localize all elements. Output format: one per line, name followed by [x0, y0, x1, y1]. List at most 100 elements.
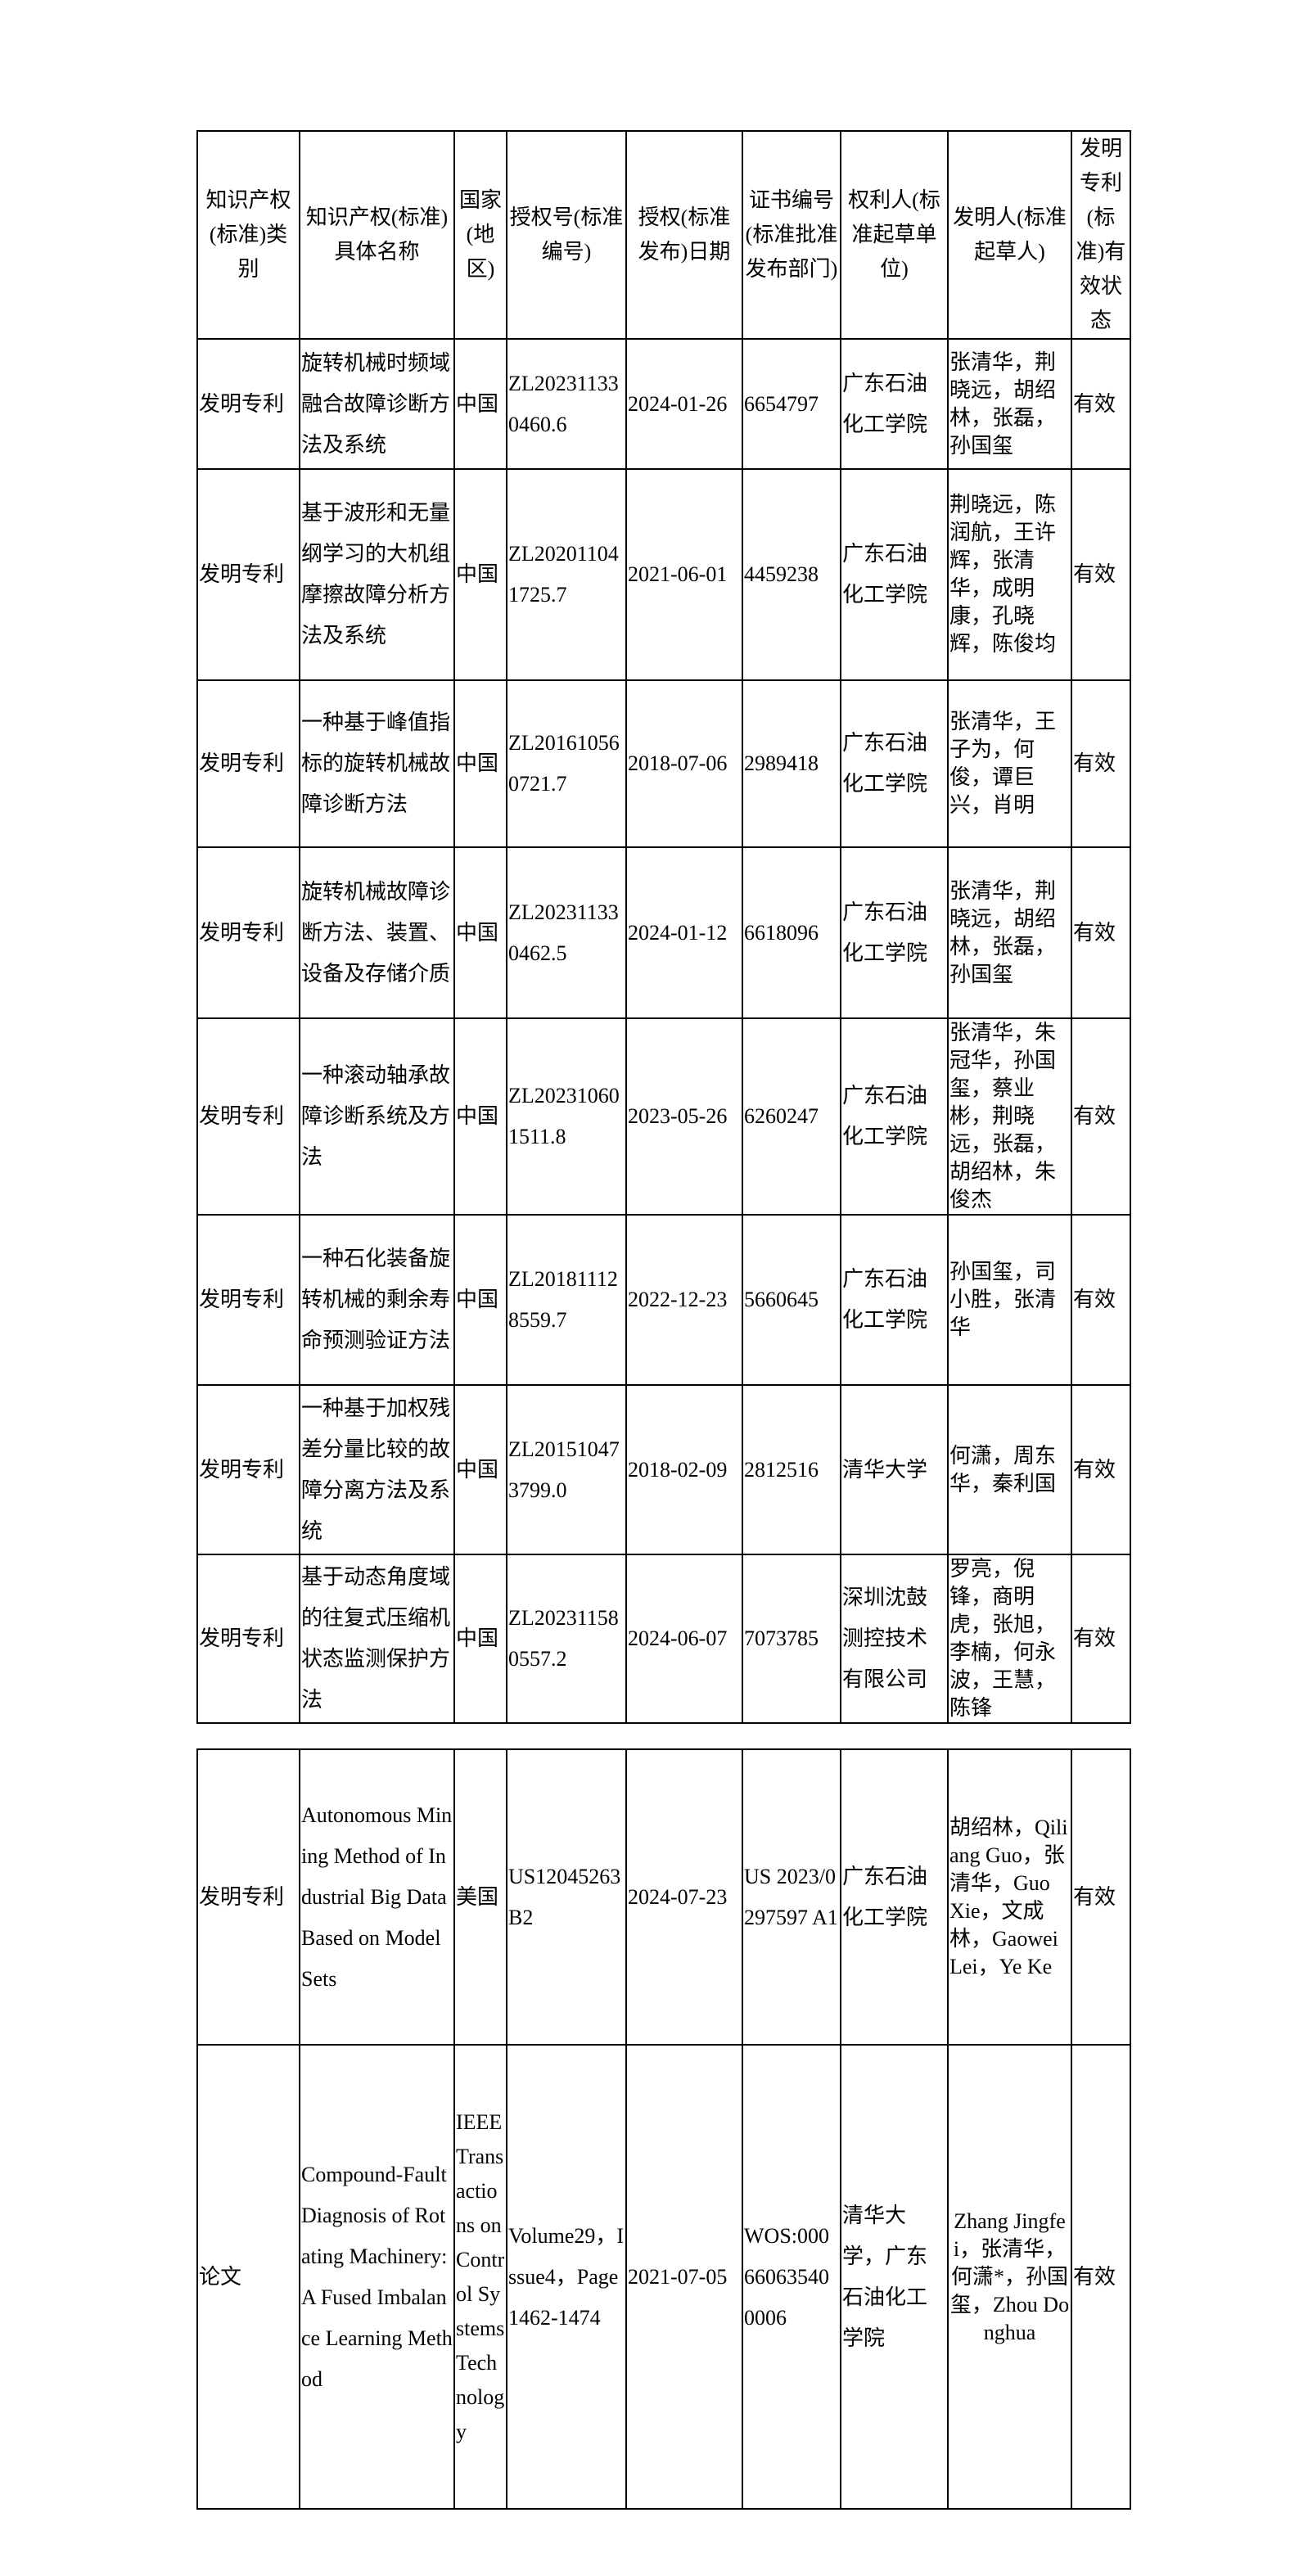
- cell-category: 论文: [196, 2044, 300, 2510]
- cell-inventors: 胡绍林，Qiliang Guo，张清华，Guo Xie，文成林，Gaowei L…: [947, 1748, 1072, 2046]
- cell-grant-number: ZL201510473799.0: [506, 1384, 627, 1555]
- table-row: 发明专利 旋转机械故障诊断方法、装置、设备及存储介质 中国 ZL20231133046…: [196, 846, 1131, 1019]
- header-certificate-number: 证书编号(标准批准发布部门): [742, 130, 841, 340]
- cell-grant-date: 2018-02-09: [625, 1384, 743, 1555]
- table-row: 发明专利 基于波形和无量纲学习的大机组摩擦故障分析方法及系统 中国 ZL2020110…: [196, 468, 1131, 681]
- cell-grant-date: 2021-07-05: [625, 2044, 743, 2510]
- cell-category: 发明专利: [196, 679, 300, 848]
- cell-category: 发明专利: [196, 1748, 300, 2046]
- cell-inventors: 罗亮，倪锋，商明虎，张旭，李楠，何永波，王慧，陈锋: [947, 1554, 1072, 1724]
- table-header-row: 知识产权(标准)类别 知识产权(标准)具体名称 国家(地区) 授权号(标准编号) 授权(…: [196, 130, 1131, 340]
- cell-owner: 清华大学，广东石油化工学院: [840, 2044, 949, 2510]
- cell-grant-number: ZL201610560721.7: [506, 679, 627, 848]
- cell-category: 发明专利: [196, 468, 300, 681]
- table-row: 发明专利 一种滚动轴承故障诊断系统及方法 中国 ZL202310601511.8 202…: [196, 1017, 1131, 1216]
- cell-inventors: 张清华，朱冠华，孙国玺，蔡业彬，荆晓远，张磊，胡绍林，朱俊杰: [947, 1017, 1072, 1216]
- cell-certificate-number: 5660645: [742, 1214, 841, 1386]
- cell-owner: 广东石油化工学院: [840, 1017, 949, 1216]
- header-grant-date: 授权(标准发布)日期: [625, 130, 743, 340]
- cell-grant-date: 2022-12-23: [625, 1214, 743, 1386]
- cell-name: 一种滚动轴承故障诊断系统及方法: [299, 1017, 455, 1216]
- cell-certificate-number: 2989418: [742, 679, 841, 848]
- cell-inventors: 荆晓远，陈润航，王许辉，张清华，成明康，孔晓辉，陈俊均: [947, 468, 1072, 681]
- cell-status: 有效: [1071, 1017, 1131, 1216]
- cell-status: 有效: [1071, 1384, 1131, 1555]
- cell-grant-date: 2021-06-01: [625, 468, 743, 681]
- cell-country: 中国: [453, 846, 507, 1019]
- header-inventors: 发明人(标准起草人): [947, 130, 1072, 340]
- cell-certificate-number: 7073785: [742, 1554, 841, 1724]
- cell-name: Compound-Fault Diagnosis of Rotating Mac…: [299, 2044, 455, 2510]
- cell-grant-number: ZL202311330460.6: [506, 338, 627, 470]
- cell-certificate-number: 4459238: [742, 468, 841, 681]
- cell-grant-number: ZL202311330462.5: [506, 846, 627, 1019]
- cell-category: 发明专利: [196, 1554, 300, 1724]
- cell-inventors: 张清华，荆晓远，胡绍林，张磊，孙国玺: [947, 338, 1072, 470]
- cell-owner: 广东石油化工学院: [840, 1214, 949, 1386]
- cell-country: 美国: [453, 1748, 507, 2046]
- cell-owner: 清华大学: [840, 1384, 949, 1555]
- cell-name: Autonomous Mining Method of Industrial B…: [299, 1748, 455, 2046]
- table-row: 发明专利 Autonomous Mining Method of Industri…: [196, 1748, 1131, 2046]
- cell-name: 旋转机械故障诊断方法、装置、设备及存储介质: [299, 846, 455, 1019]
- cell-grant-date: 2024-06-07: [625, 1554, 743, 1724]
- cell-grant-number: ZL202011041725.7: [506, 468, 627, 681]
- cell-certificate-number: 6260247: [742, 1017, 841, 1216]
- cell-owner: 广东石油化工学院: [840, 338, 949, 470]
- cell-status: 有效: [1071, 1748, 1131, 2046]
- table-row: 发明专利 旋转机械时频域融合故障诊断方法及系统 中国 ZL202311330460.6…: [196, 338, 1131, 470]
- cell-certificate-number: US 2023/0297597 A1: [742, 1748, 841, 2046]
- cell-country: 中国: [453, 1384, 507, 1555]
- cell-status: 有效: [1071, 468, 1131, 681]
- cell-name: 基于动态角度域的往复式压缩机状态监测保护方法: [299, 1554, 455, 1724]
- cell-category: 发明专利: [196, 846, 300, 1019]
- cell-country: 中国: [453, 468, 507, 681]
- cell-country: 中国: [453, 1017, 507, 1216]
- cell-grant-number: US12045263B2: [506, 1748, 627, 2046]
- cell-grant-date: 2024-07-23: [625, 1748, 743, 2046]
- cell-name: 一种基于峰值指标的旋转机械故障诊断方法: [299, 679, 455, 848]
- cell-certificate-number: 2812516: [742, 1384, 841, 1555]
- cell-category: 发明专利: [196, 1214, 300, 1386]
- cell-grant-date: 2023-05-26: [625, 1017, 743, 1216]
- cell-status: 有效: [1071, 846, 1131, 1019]
- cell-category: 发明专利: [196, 1017, 300, 1216]
- cell-grant-date: 2018-07-06: [625, 679, 743, 848]
- cell-category: 发明专利: [196, 1384, 300, 1555]
- cell-grant-date: 2024-01-26: [625, 338, 743, 470]
- table-row: 论文 Compound-Fault Diagnosis of Rotating M…: [196, 2044, 1131, 2510]
- cell-category: 发明专利: [196, 338, 300, 470]
- cell-owner: 广东石油化工学院: [840, 679, 949, 848]
- table-row: 发明专利 基于动态角度域的往复式压缩机状态监测保护方法 中国 ZL2023115805…: [196, 1554, 1131, 1724]
- cell-grant-number: ZL202311580557.2: [506, 1554, 627, 1724]
- cell-owner: 广东石油化工学院: [840, 468, 949, 681]
- cell-status: 有效: [1071, 679, 1131, 848]
- cell-name: 基于波形和无量纲学习的大机组摩擦故障分析方法及系统: [299, 468, 455, 681]
- header-category: 知识产权(标准)类别: [196, 130, 300, 340]
- cell-inventors: 孙国玺，司小胜，张清华: [947, 1214, 1072, 1386]
- cell-owner: 深圳沈鼓测控技术有限公司: [840, 1554, 949, 1724]
- cell-status: 有效: [1071, 338, 1131, 470]
- header-name: 知识产权(标准)具体名称: [299, 130, 455, 340]
- cell-country: 中国: [453, 1214, 507, 1386]
- cell-country: 中国: [453, 338, 507, 470]
- ip-table-continued: 发明专利 Autonomous Mining Method of Industri…: [196, 1748, 1131, 2510]
- cell-owner: 广东石油化工学院: [840, 1748, 949, 2046]
- cell-country: 中国: [453, 679, 507, 848]
- cell-grant-number: Volume29，Issue4，Page1462-1474: [506, 2044, 627, 2510]
- header-owner: 权利人(标准起草单位): [840, 130, 949, 340]
- ip-table: 知识产权(标准)类别 知识产权(标准)具体名称 国家(地区) 授权号(标准编号) 授权(…: [196, 130, 1131, 1724]
- cell-owner: 广东石油化工学院: [840, 846, 949, 1019]
- cell-status: 有效: [1071, 2044, 1131, 2510]
- table-row: 发明专利 一种基于峰值指标的旋转机械故障诊断方法 中国 ZL201610560721.…: [196, 679, 1131, 848]
- cell-grant-number: ZL202310601511.8: [506, 1017, 627, 1216]
- header-grant-number: 授权号(标准编号): [506, 130, 627, 340]
- cell-certificate-number: 6654797: [742, 338, 841, 470]
- header-status: 发明专利(标准)有效状态: [1071, 130, 1131, 340]
- cell-country: IEEE Transactions on Control Systems Tec…: [453, 2044, 507, 2510]
- cell-name: 一种石化装备旋转机械的剩余寿命预测验证方法: [299, 1214, 455, 1386]
- cell-grant-date: 2024-01-12: [625, 846, 743, 1019]
- cell-inventors: 何潇，周东华，秦利国: [947, 1384, 1072, 1555]
- cell-inventors: Zhang Jingfei，张清华，何潇*，孙国玺，Zhou Donghua: [947, 2044, 1072, 2510]
